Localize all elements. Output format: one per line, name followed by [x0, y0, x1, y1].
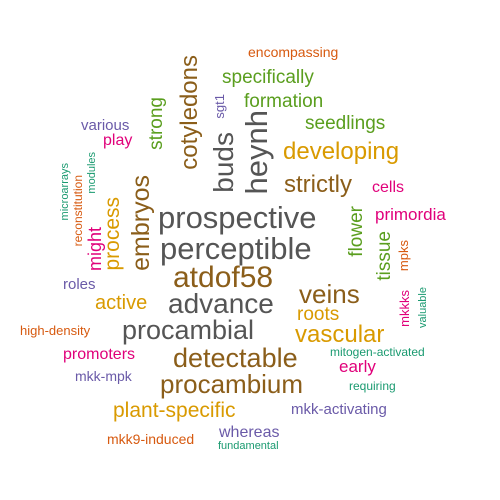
- word-mkk9-induced: mkk9-induced: [107, 431, 195, 447]
- word-plant-specific: plant-specific: [113, 399, 236, 422]
- word-encompassing: encompassing: [248, 44, 339, 60]
- word-strictly: strictly: [284, 171, 352, 198]
- word-mkk-mpk: mkk-mpk: [75, 368, 132, 384]
- word-vascular: vascular: [295, 321, 385, 348]
- word-specifically: specifically: [222, 67, 314, 88]
- word-procambium: procambium: [160, 369, 304, 399]
- word-procambial: procambial: [122, 315, 255, 345]
- word-reconstitution: reconstitution: [71, 175, 85, 247]
- word-various: various: [81, 117, 130, 134]
- word-roots: roots: [297, 304, 340, 325]
- word-cells: cells: [372, 179, 405, 196]
- word-formation: formation: [244, 91, 324, 112]
- word-embryos: embryos: [127, 175, 155, 271]
- word-advance: advance: [168, 288, 274, 319]
- word-play: play: [103, 132, 133, 149]
- word-valuable: valuable: [417, 287, 429, 328]
- word-atdof58: atdof58: [173, 261, 274, 294]
- word-fundamental: fundamental: [218, 440, 279, 452]
- word-process: process: [101, 197, 124, 271]
- word-might: might: [85, 227, 105, 272]
- word-microarrays: microarrays: [59, 163, 71, 221]
- word-mkk-activating: mkk-activating: [291, 401, 387, 418]
- word-prospective: prospective: [158, 200, 317, 235]
- word-promoters: promoters: [63, 346, 136, 363]
- word-mitogen-activated: mitogen-activated: [330, 345, 425, 359]
- word-active: active: [95, 292, 148, 314]
- word-flower: flower: [346, 206, 367, 257]
- word-tissue: tissue: [374, 231, 395, 281]
- word-veins: veins: [299, 279, 360, 309]
- word-sgt1: sgt1: [212, 94, 227, 119]
- word-buds: buds: [208, 132, 239, 193]
- word-seedlings: seedlings: [305, 113, 386, 134]
- word-requiring: requiring: [349, 379, 396, 393]
- word-whereas: whereas: [219, 424, 280, 441]
- word-high-density: high-density: [20, 323, 91, 338]
- word-heynh: heynh: [239, 110, 274, 195]
- word-early: early: [339, 357, 376, 376]
- word-cotyledons: cotyledons: [176, 55, 203, 170]
- word-mpks: mpks: [396, 240, 411, 272]
- word-detectable: detectable: [173, 343, 298, 373]
- word-roles: roles: [63, 276, 96, 293]
- word-developing: developing: [283, 138, 400, 165]
- word-modules: modules: [86, 152, 98, 194]
- word-perceptible: perceptible: [160, 231, 312, 266]
- word-strong: strong: [146, 97, 167, 150]
- word-mkkks: mkkks: [397, 290, 412, 327]
- word-primordia: primordia: [375, 205, 446, 224]
